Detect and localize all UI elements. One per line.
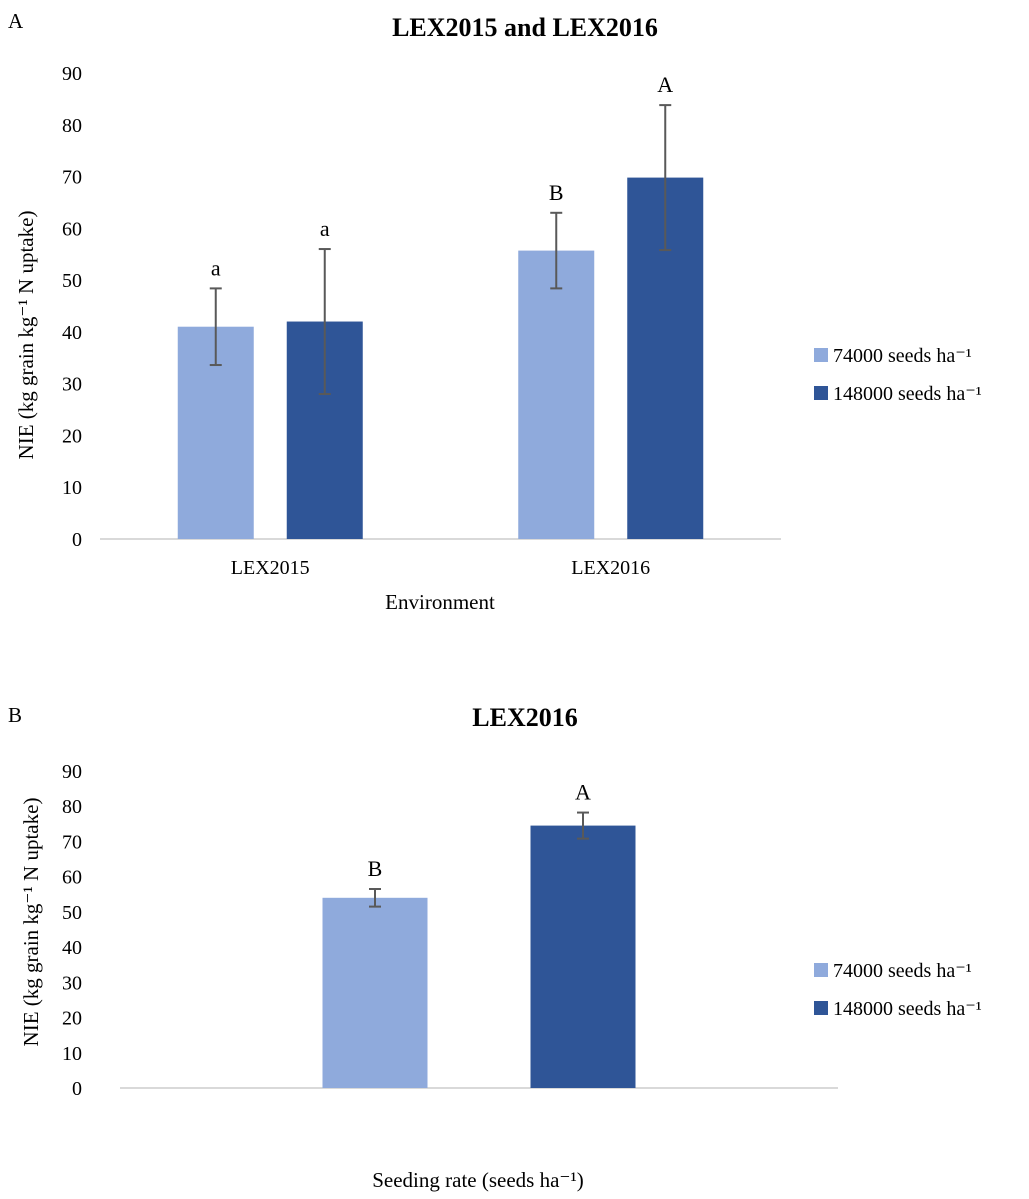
- bar: [530, 825, 636, 1088]
- significance-letter: A: [575, 780, 591, 805]
- chart-a: A LEX2015 and LEX2016 NIE (kg grain kg⁻¹…: [8, 9, 982, 614]
- significance-letter: a: [211, 255, 221, 280]
- legend-b: 74000 seeds ha⁻¹ 148000 seeds ha⁻¹: [814, 960, 982, 1020]
- x-tick-label: LEX2016: [571, 557, 650, 579]
- y-tick-label: 80: [62, 115, 82, 137]
- y-tick-label: 30: [62, 374, 82, 396]
- plot-area-b: 0 10 20 30 40 50 60 70 80 90 B A: [62, 761, 838, 1100]
- panel-label-b: B: [8, 703, 22, 727]
- y-tick-label: 40: [62, 322, 82, 344]
- panel-b: B LEX2016 NIE (kg grain kg⁻¹ N uptake) S…: [0, 690, 1029, 1199]
- significance-letter: B: [549, 180, 564, 205]
- legend-label: 148000 seeds ha⁻¹: [833, 383, 982, 405]
- y-tick-label: 80: [62, 796, 82, 818]
- plot-area-a: 0 10 20 30 40 50 60 70 80 90 LEX2015 a a LEX2016 B A: [62, 63, 781, 579]
- y-tick-label: 30: [62, 972, 82, 994]
- chart-title-b: LEX2016: [472, 703, 577, 732]
- y-tick-label: 20: [62, 1008, 82, 1030]
- y-tick-label: 90: [62, 63, 82, 85]
- panel-a: A LEX2015 and LEX2016 NIE (kg grain kg⁻¹…: [8, 9, 982, 614]
- legend-a: 74000 seeds ha⁻¹ 148000 seeds ha⁻¹: [814, 345, 982, 405]
- chart-b: B LEX2016 NIE (kg grain kg⁻¹ N uptake) S…: [8, 703, 982, 1192]
- y-axis-label-b: NIE (kg grain kg⁻¹ N uptake): [19, 798, 43, 1047]
- y-tick-label: 0: [72, 1078, 82, 1100]
- legend-swatch: [814, 386, 828, 400]
- bar: [322, 897, 428, 1088]
- significance-letter: A: [657, 72, 673, 97]
- x-tick-label: LEX2015: [231, 557, 310, 579]
- y-tick-label: 40: [62, 937, 82, 959]
- panel-label-a: A: [8, 9, 24, 33]
- y-tick-label: 90: [62, 761, 82, 783]
- legend-label: 74000 seeds ha⁻¹: [833, 345, 972, 367]
- bar: [518, 250, 595, 539]
- legend-swatch: [814, 348, 828, 362]
- y-tick-label: 60: [62, 218, 82, 240]
- y-tick-label: 0: [72, 529, 82, 551]
- y-axis-label-a: NIE (kg grain kg⁻¹ N uptake): [14, 211, 38, 460]
- x-axis-label-b: Seeding rate (seeds ha⁻¹): [372, 1168, 584, 1192]
- legend-swatch: [814, 1001, 828, 1015]
- y-tick-label: 10: [62, 1043, 82, 1065]
- y-tick-label: 20: [62, 425, 82, 447]
- x-axis-label-a: Environment: [385, 590, 495, 614]
- significance-letter: B: [368, 856, 383, 881]
- y-tick-label: 10: [62, 477, 82, 499]
- chart-title-a: LEX2015 and LEX2016: [392, 13, 658, 42]
- legend-swatch: [814, 963, 828, 977]
- y-tick-label: 70: [62, 167, 82, 189]
- legend-label: 74000 seeds ha⁻¹: [833, 960, 972, 982]
- significance-letter: a: [320, 216, 330, 241]
- y-tick-label: 60: [62, 867, 82, 889]
- legend-label: 148000 seeds ha⁻¹: [833, 998, 982, 1020]
- y-tick-label: 50: [62, 902, 82, 924]
- y-tick-label: 50: [62, 270, 82, 292]
- y-tick-label: 70: [62, 831, 82, 853]
